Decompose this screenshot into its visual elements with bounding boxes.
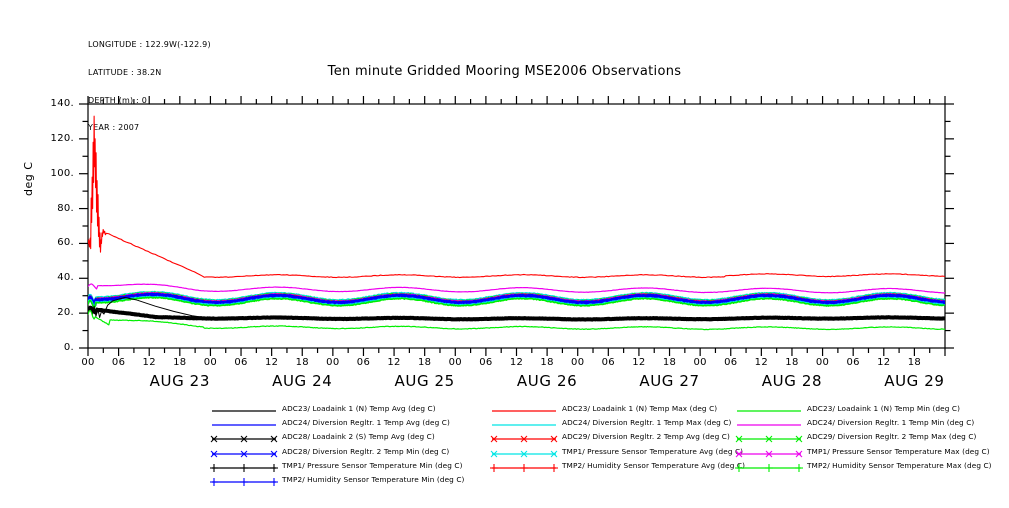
legend-item-label: TMP2/ Humidity Sensor Temperature Max (d… — [807, 460, 992, 470]
x-axis-tick-label: 18 — [907, 357, 922, 368]
x-axis-tick-label: 12 — [632, 357, 646, 368]
legend-swatch — [210, 435, 278, 443]
data-series-line — [88, 115, 945, 279]
legend-swatch — [492, 424, 556, 426]
chart-legend: ADC23/ Loadaink 1 (N) Temp Avg (deg C) AD… — [0, 404, 1009, 489]
data-series-line — [88, 296, 945, 309]
x-axis-day-label: AUG 28 — [761, 372, 823, 390]
legend-row: TMP2/ Humidity Sensor Temperature Min (d… — [0, 475, 1009, 489]
data-series-line — [88, 296, 285, 320]
legend-item-label: TMP2/ Humidity Sensor Temperature Avg (d… — [562, 460, 746, 470]
longitude-line: LONGITUDE : 122.9W(-122.9) — [88, 40, 211, 50]
legend-item-label: ADC23/ Loadaink 1 (N) Temp Avg (deg C) — [282, 404, 436, 413]
x-axis-tick-label: 12 — [142, 357, 156, 368]
series-group — [88, 115, 945, 331]
y-axis-tick-label: 0. — [63, 342, 74, 353]
legend-swatch — [212, 424, 276, 426]
legend-swatch — [735, 435, 803, 443]
x-axis-tick-label: 18 — [540, 357, 554, 368]
legend-item-label: ADC28/ Diversion Regltr. 2 Temp Min (deg… — [282, 446, 450, 456]
y-axis-tick-label: 120. — [50, 132, 74, 144]
x-axis-day-label: AUG 23 — [149, 372, 210, 390]
legend-item-label: ADC28/ Loadaink 2 (S) Temp Avg (deg C) — [282, 432, 435, 442]
legend-swatch — [210, 477, 278, 486]
x-axis-tick-label: 12 — [754, 357, 768, 368]
legend-item-label: ADC29/ Diversion Regltr. 2 Temp Avg (deg… — [562, 432, 730, 442]
x-axis-day-label: AUG 24 — [272, 372, 333, 390]
x-axis-tick-label: 06 — [234, 357, 248, 368]
legend-swatch — [735, 450, 803, 457]
x-axis-tick-label: 18 — [173, 357, 187, 368]
x-axis-tick-label: 12 — [264, 357, 279, 368]
legend-swatch — [737, 424, 801, 426]
legend-swatch — [490, 463, 558, 472]
x-axis-tick-label: 00 — [326, 357, 340, 368]
legend-row: ADC28/ Loadaink 2 (S) Temp Avg (deg C) AD… — [0, 432, 1009, 446]
x-axis-tick-label: 12 — [387, 357, 401, 368]
x-axis-day-label: AUG 27 — [639, 372, 700, 390]
legend-item-label: TMP1/ Pressure Sensor Temperature Max (d… — [807, 446, 990, 456]
x-axis-tick-label: 18 — [662, 357, 677, 368]
x-axis-tick-label: 00 — [81, 357, 95, 368]
plot-frame — [87, 103, 946, 349]
x-axis-tick-label: 06 — [479, 357, 493, 368]
legend-item-label: ADC29/ Diversion Regltr. 2 Temp Max (deg… — [807, 432, 977, 442]
legend-item-label: TMP2/ Humidity Sensor Temperature Min (d… — [282, 474, 465, 484]
x-axis-tick-label: 18 — [418, 357, 432, 368]
y-axis-tick-label: 20. — [57, 307, 74, 319]
y-axis-tick-label: 40. — [57, 272, 74, 284]
legend-swatch — [212, 410, 276, 412]
year-line: YEAR : 2007 — [88, 123, 140, 133]
y-axis-tick-label: 100. — [50, 167, 74, 179]
x-axis-tick-label: 06 — [724, 357, 738, 368]
data-series-line — [88, 283, 945, 294]
legend-swatch — [490, 450, 558, 457]
legend-item-label: ADC24/ Diversion Regltr. 1 Temp Min (deg… — [807, 418, 975, 428]
x-axis-tick-label: 06 — [356, 357, 371, 368]
x-axis-tick-label: 06 — [846, 357, 860, 368]
x-axis-tick-label: 12 — [509, 357, 524, 368]
data-series-line — [88, 305, 945, 321]
x-axis-tick-label: 00 — [203, 357, 218, 368]
x-axis-tick-label: 06 — [601, 357, 615, 368]
x-axis-tick-label: 18 — [785, 357, 799, 368]
legend-row: ADC28/ Diversion Regltr. 2 Temp Min (deg… — [0, 447, 1009, 461]
x-axis-tick-label: 18 — [295, 357, 309, 368]
legend-item-label: ADC24/ Diversion Regltr. 1 Temp Avg (deg… — [282, 418, 450, 428]
x-axis-tick-label: 00 — [693, 357, 707, 368]
legend-item-label: ADC24/ Diversion Regltr. 1 Temp Max (deg… — [562, 418, 732, 428]
legend-item-label: ADC23/ Loadaink 1 (N) Temp Max (deg C) — [562, 404, 718, 413]
legend-item-label: ADC23/ Loadaink 1 (N) Temp Min (deg C) — [807, 404, 961, 413]
legend-item-label: TMP1/ Pressure Sensor Temperature Min (d… — [282, 460, 463, 470]
x-axis-tick-label: 00 — [448, 357, 462, 368]
x-axis-tick-label: 06 — [111, 357, 126, 368]
y-axis-tick-label: 80. — [57, 202, 74, 214]
legend-swatch — [210, 450, 278, 457]
legend-swatch — [490, 435, 558, 443]
x-axis-tick-label: 12 — [877, 357, 891, 368]
depth-line: DEPTH (m) : 0 — [88, 95, 147, 105]
latitude-line: LATITUDE : 38.2N — [88, 68, 162, 78]
y-axis-tick-label: 140. — [50, 98, 74, 109]
legend-row: ADC24/ Diversion Regltr. 1 Temp Avg (deg… — [0, 418, 1009, 432]
legend-item-label: TMP1/ Pressure Sensor Temperature Avg (d… — [562, 446, 744, 456]
data-series-line — [88, 309, 945, 331]
metadata-block: LONGITUDE : 122.9W(-122.9) LATITUDE : 38… — [88, 22, 211, 142]
y-axis-tick-label: 60. — [57, 237, 74, 249]
legend-swatch — [735, 463, 803, 472]
legend-row: ADC23/ Loadaink 1 (N) Temp Avg (deg C) AD… — [0, 404, 1009, 418]
legend-swatch — [737, 410, 801, 412]
legend-swatch — [492, 410, 556, 412]
x-axis-tick-label: 00 — [571, 357, 585, 368]
legend-row: TMP1/ Pressure Sensor Temperature Min (d… — [0, 461, 1009, 475]
legend-swatch — [210, 463, 278, 472]
chart-title: Ten minute Gridded Mooring MSE2006 Obser… — [327, 64, 682, 79]
x-axis-tick-label: 00 — [815, 357, 830, 368]
x-axis-day-label: AUG 29 — [884, 372, 945, 390]
x-axis-day-label: AUG 25 — [394, 372, 455, 390]
x-axis-day-label: AUG 26 — [516, 372, 578, 390]
